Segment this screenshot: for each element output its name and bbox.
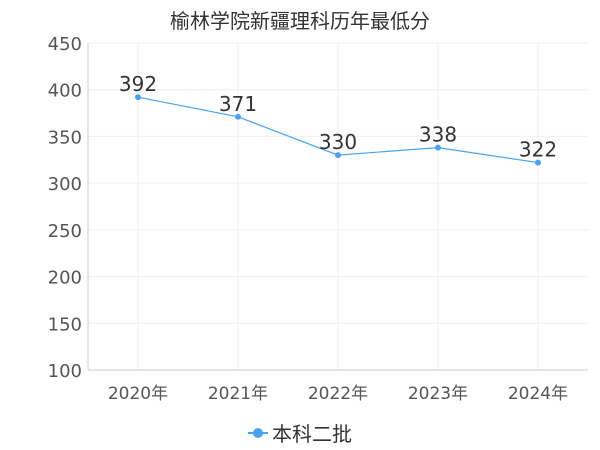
data-point [235,113,241,120]
data-label: 392 [119,72,157,96]
data-label: 338 [419,123,457,147]
y-tick-label: 150 [48,314,82,335]
legend-label: 本科二批 [272,422,352,446]
data-label: 371 [219,92,257,116]
x-tick-label: 2024年 [508,384,568,404]
y-tick-label: 200 [48,268,82,289]
x-tick-label: 2023年 [408,384,468,404]
y-tick-label: 250 [48,221,82,242]
y-tick-label: 300 [48,174,82,195]
data-point [335,152,341,159]
legend: 本科二批 [0,418,600,447]
y-tick-label: 400 [48,81,82,102]
data-point [535,159,541,166]
data-point [435,144,441,151]
data-label: 330 [319,130,357,154]
x-tick-label: 2022年 [308,384,368,404]
y-tick-label: 350 [48,127,82,148]
legend-marker-icon [248,427,268,439]
chart-title: 榆林学院新疆理科历年最低分 [170,9,430,33]
x-tick-label: 2021年 [208,384,268,404]
x-tick-label: 2020年 [108,384,168,404]
y-tick-label: 450 [48,34,82,55]
legend-item-series-1[interactable]: 本科二批 [248,418,352,447]
data-point [135,94,141,101]
y-tick-label: 100 [48,361,82,382]
data-label: 322 [519,138,557,162]
